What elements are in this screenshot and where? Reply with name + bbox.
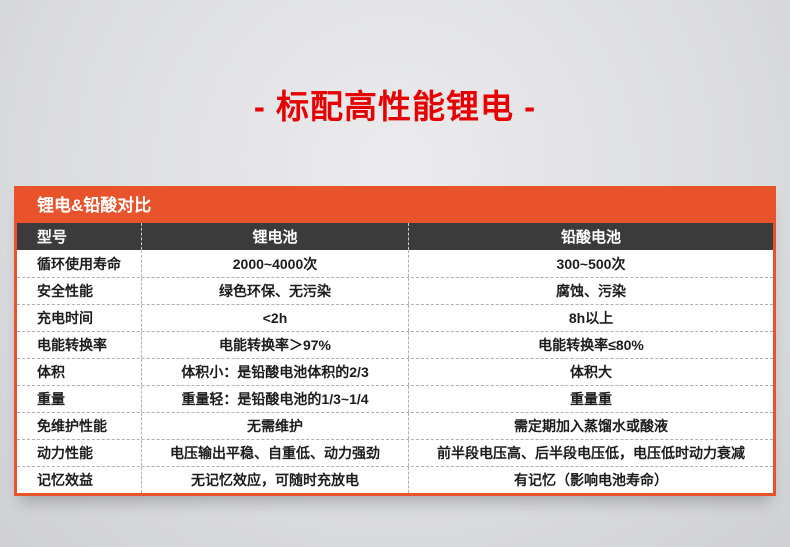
row-label: 充电时间 — [37, 310, 93, 326]
row-lithium-value: 重量轻：是铅酸电池的1/3~1/4 — [141, 386, 409, 412]
table-row: 免维护性能 无需维护 需定期加入蒸馏水或酸液 — [17, 412, 773, 439]
row-lead-acid-value: 腐蚀、污染 — [556, 283, 626, 299]
row-lead-acid-value: 重量重 — [570, 391, 612, 407]
header-cell-model: 型号 — [37, 229, 68, 246]
row-lithium-value: 无记忆效应，可随时充放电 — [141, 467, 409, 493]
row-label: 体积 — [37, 364, 65, 380]
comparison-table-body: 循环使用寿命 2000~4000次 300~500次 安全性能 绿色环保、无污染… — [17, 250, 773, 493]
comparison-table: 锂电&铅酸对比 型号 锂电池 铅酸电池 循环使用寿命 2000~4000次 30… — [14, 186, 776, 496]
row-lithium-value: 电能转换率＞97% — [141, 332, 409, 358]
row-lead-acid-value: 前半段电压高、后半段电压低，电压低时动力衰减 — [437, 445, 745, 461]
table-row: 安全性能 绿色环保、无污染 腐蚀、污染 — [17, 277, 773, 304]
row-lithium-value: <2h — [141, 305, 409, 331]
row-lithium-value: 电压输出平稳、自重低、动力强劲 — [141, 440, 409, 466]
header-cell-lead-acid: 铅酸电池 — [560, 229, 621, 246]
row-label: 重量 — [37, 391, 65, 407]
row-lead-acid-value: 有记忆（影响电池寿命） — [514, 472, 668, 488]
row-lead-acid-value: 电能转换率≤80% — [538, 337, 644, 353]
row-lead-acid-value: 300~500次 — [556, 255, 626, 272]
row-label: 循环使用寿命 — [37, 255, 121, 272]
table-row: 记忆效益 无记忆效应，可随时充放电 有记忆（影响电池寿命） — [17, 466, 773, 493]
row-label: 安全性能 — [37, 283, 93, 299]
table-row: 循环使用寿命 2000~4000次 300~500次 — [17, 250, 773, 277]
row-label: 免维护性能 — [37, 418, 107, 434]
row-label: 电能转换率 — [37, 337, 107, 353]
row-lithium-value: 体积小：是铅酸电池体积的2/3 — [141, 359, 409, 385]
row-label: 动力性能 — [37, 445, 93, 461]
table-row: 充电时间 <2h 8h以上 — [17, 304, 773, 331]
table-row: 体积 体积小：是铅酸电池体积的2/3 体积大 — [17, 358, 773, 385]
row-lithium-value: 无需维护 — [141, 413, 409, 439]
row-lithium-value: 绿色环保、无污染 — [141, 278, 409, 304]
page-title: - 标配高性能锂电 - — [253, 88, 537, 125]
row-lead-acid-value: 体积大 — [570, 364, 612, 380]
row-label: 记忆效益 — [37, 472, 93, 488]
header-cell-lithium: 锂电池 — [141, 223, 409, 250]
row-lead-acid-value: 需定期加入蒸馏水或酸液 — [514, 418, 668, 434]
row-lead-acid-value: 8h以上 — [568, 310, 614, 326]
table-row: 动力性能 电压输出平稳、自重低、动力强劲 前半段电压高、后半段电压低，电压低时动… — [17, 439, 773, 466]
table-header-row: 型号 锂电池 铅酸电池 — [17, 223, 773, 250]
table-row: 电能转换率 电能转换率＞97% 电能转换率≤80% — [17, 331, 773, 358]
row-lithium-value: 2000~4000次 — [141, 250, 409, 277]
table-banner-title: 锂电&铅酸对比 — [17, 189, 773, 223]
table-row: 重量 重量轻：是铅酸电池的1/3~1/4 重量重 — [17, 385, 773, 412]
